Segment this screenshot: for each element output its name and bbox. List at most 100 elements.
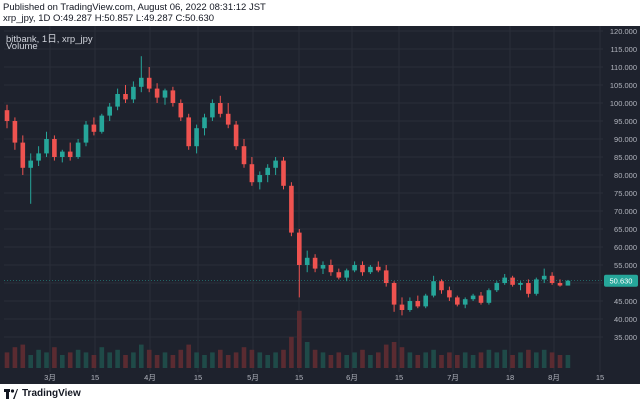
volume-bar (534, 352, 539, 368)
candle-body (439, 281, 444, 291)
volume-bar (67, 352, 73, 368)
y-tick-label: 110.000 (610, 63, 637, 72)
candle-body (478, 295, 484, 303)
volume-bar (557, 355, 563, 368)
candle-body (447, 290, 452, 298)
candle-body (186, 117, 191, 147)
volume-bar (368, 355, 373, 368)
candle-body (541, 275, 547, 280)
x-tick-label: 4月 (144, 373, 156, 382)
candle-body (391, 283, 397, 305)
candle-body (178, 103, 184, 118)
volume-bar (502, 349, 507, 368)
candle-body (75, 142, 81, 157)
y-tick-label: 80.000 (614, 171, 637, 180)
volume-bar (123, 355, 128, 368)
volume-bar (107, 352, 112, 368)
y-tick-label: 105.000 (610, 81, 637, 90)
y-tick-label: 95.000 (614, 117, 637, 126)
volume-bar (186, 344, 191, 368)
volume-bar (178, 349, 184, 368)
x-tick-label: 15 (596, 373, 604, 382)
candle-body (162, 90, 168, 98)
volume-bar (510, 355, 515, 368)
ohlc-summary: xrp_jpy, 1D O:49.287 H:50.857 L:49.287 C… (3, 13, 215, 24)
candle-body (376, 266, 381, 271)
candle-body (233, 124, 239, 147)
volume-legend[interactable]: Volume (6, 41, 38, 52)
y-tick-label: 65.000 (614, 225, 637, 234)
candle-body (557, 283, 563, 286)
volume-bar (75, 349, 81, 368)
candle-body (455, 297, 460, 305)
y-tick-label: 60.000 (614, 243, 637, 252)
candle-body (170, 90, 176, 103)
volume-bar (218, 349, 223, 368)
volume-bar (249, 349, 255, 368)
published-info: Published on TradingView.com, August 06,… (3, 2, 266, 13)
candle-body (218, 103, 223, 114)
candle-body (131, 86, 136, 100)
volume-bar (344, 355, 349, 368)
volume-bar (304, 342, 310, 368)
volume-bar (320, 352, 326, 368)
volume-bar (360, 349, 365, 368)
volume-bar (289, 336, 294, 368)
candle-body (257, 175, 263, 183)
y-tick-label: 45.000 (614, 297, 637, 306)
volume-bar (20, 344, 26, 368)
volume-bar (470, 355, 476, 368)
candle-body (123, 94, 128, 100)
candle-body (273, 160, 278, 168)
candle-body (36, 153, 41, 161)
x-tick-label: 18 (506, 373, 514, 382)
volume-bar (549, 352, 555, 368)
volume-bar (44, 352, 49, 368)
volume-bar (194, 352, 199, 368)
volume-bar (28, 355, 33, 368)
candle-body (510, 277, 515, 285)
volume-bar (383, 344, 389, 368)
x-tick-label: 7月 (447, 373, 459, 382)
y-tick-label: 120.000 (610, 27, 637, 36)
volume-bar (478, 352, 484, 368)
candle-body (210, 103, 215, 118)
candle-body (486, 290, 492, 303)
candle-body (67, 151, 73, 157)
x-tick-label: 15 (194, 373, 202, 382)
candle-body (28, 160, 33, 168)
candle-body (225, 113, 231, 125)
y-tick-label: 75.000 (614, 189, 637, 198)
x-tick-label: 15 (91, 373, 99, 382)
candle-body (423, 295, 428, 307)
volume-bar (146, 349, 152, 368)
candle-body (549, 275, 555, 283)
x-tick-label: 6月 (346, 373, 358, 382)
candle-body (526, 283, 531, 294)
volume-bar (297, 310, 302, 368)
candle-body (462, 299, 468, 305)
volume-bar (526, 349, 531, 368)
candle-body (115, 94, 120, 107)
volume-bar (455, 355, 460, 368)
candle-body (518, 283, 523, 285)
last-price-label: 50.630 (610, 277, 633, 286)
y-tick-label: 85.000 (614, 153, 637, 162)
volume-bar (407, 352, 413, 368)
volume-bar (60, 355, 65, 368)
volume-bar (83, 352, 89, 368)
y-tick-label: 70.000 (614, 207, 637, 216)
candle-body (241, 146, 247, 165)
candle-body (336, 272, 342, 278)
candle-body (297, 232, 302, 265)
candle-body (312, 257, 318, 269)
candle-body (281, 160, 286, 186)
candle-body (565, 280, 571, 286)
y-tick-label: 40.000 (614, 315, 637, 324)
chart-panel[interactable] (0, 26, 640, 384)
y-tick-label: 100.000 (610, 99, 637, 108)
symbol-legend[interactable]: bitbank, 1日, xrp_jpy (6, 34, 93, 45)
candle-body (146, 77, 152, 89)
volume-bar (423, 352, 428, 368)
